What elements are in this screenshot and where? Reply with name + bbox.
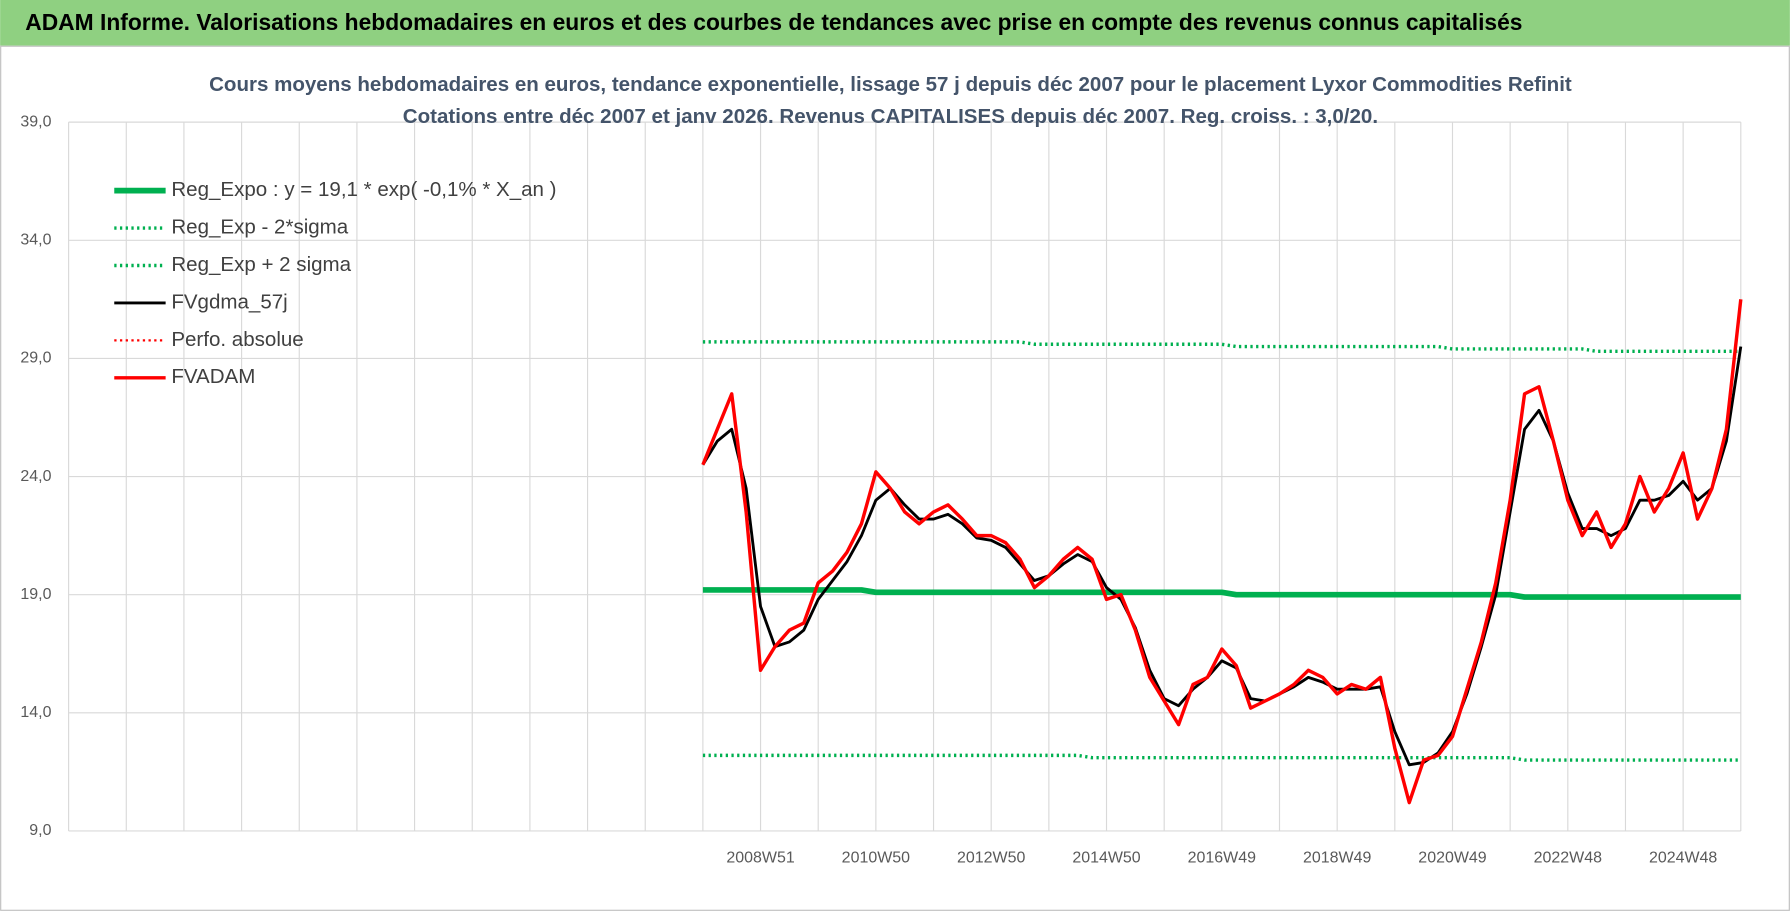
x-tick-label: 2016W49 <box>1188 850 1256 867</box>
x-tick-label: 2024W48 <box>1649 850 1717 867</box>
header-title: ADAM Informe. Valorisations hebdomadaire… <box>25 9 1522 35</box>
x-tick-label: 2020W49 <box>1418 850 1486 867</box>
chart-title: Cours moyens hebdomadaires en euros, ten… <box>209 73 1572 96</box>
chart-border <box>0 45 1790 911</box>
series-line <box>701 299 1743 805</box>
header-bar <box>0 0 1790 46</box>
legend-label: Reg_Exp - 2*sigma <box>171 215 348 238</box>
y-tick-label: 24,0 <box>20 468 51 485</box>
y-tick-label: 19,0 <box>20 586 51 603</box>
series-line <box>702 753 1741 762</box>
x-tick-label: 2008W51 <box>726 850 794 867</box>
legend-label: Reg_Expo : y = 19,1 * exp( -0,1% * X_an … <box>171 178 556 201</box>
series-line <box>702 587 1741 600</box>
legend-label: FVgdma_57j <box>171 290 287 313</box>
x-tick-label: 2018W49 <box>1303 850 1371 867</box>
chart-subtitle: Cotations entre déc 2007 et janv 2026. R… <box>403 105 1378 128</box>
x-tick-label: 2022W48 <box>1534 850 1602 867</box>
legend-label: Perfo. absolue <box>171 328 303 351</box>
series-line <box>702 340 1741 354</box>
y-tick-label: 14,0 <box>20 704 51 721</box>
x-tick-label: 2010W50 <box>842 850 910 867</box>
legend-label: FVADAM <box>171 365 255 388</box>
legend-label: Reg_Exp + 2 sigma <box>171 253 351 276</box>
x-tick-label: 2014W50 <box>1072 850 1140 867</box>
plot <box>701 299 1743 805</box>
x-tick-label: 2012W50 <box>957 850 1025 867</box>
y-tick-label: 39,0 <box>20 113 51 130</box>
y-tick-label: 34,0 <box>20 231 51 248</box>
y-tick-label: 9,0 <box>29 822 51 839</box>
y-tick-label: 29,0 <box>20 350 51 367</box>
legend: Reg_Expo : y = 19,1 * exp( -0,1% * X_an … <box>114 178 557 388</box>
